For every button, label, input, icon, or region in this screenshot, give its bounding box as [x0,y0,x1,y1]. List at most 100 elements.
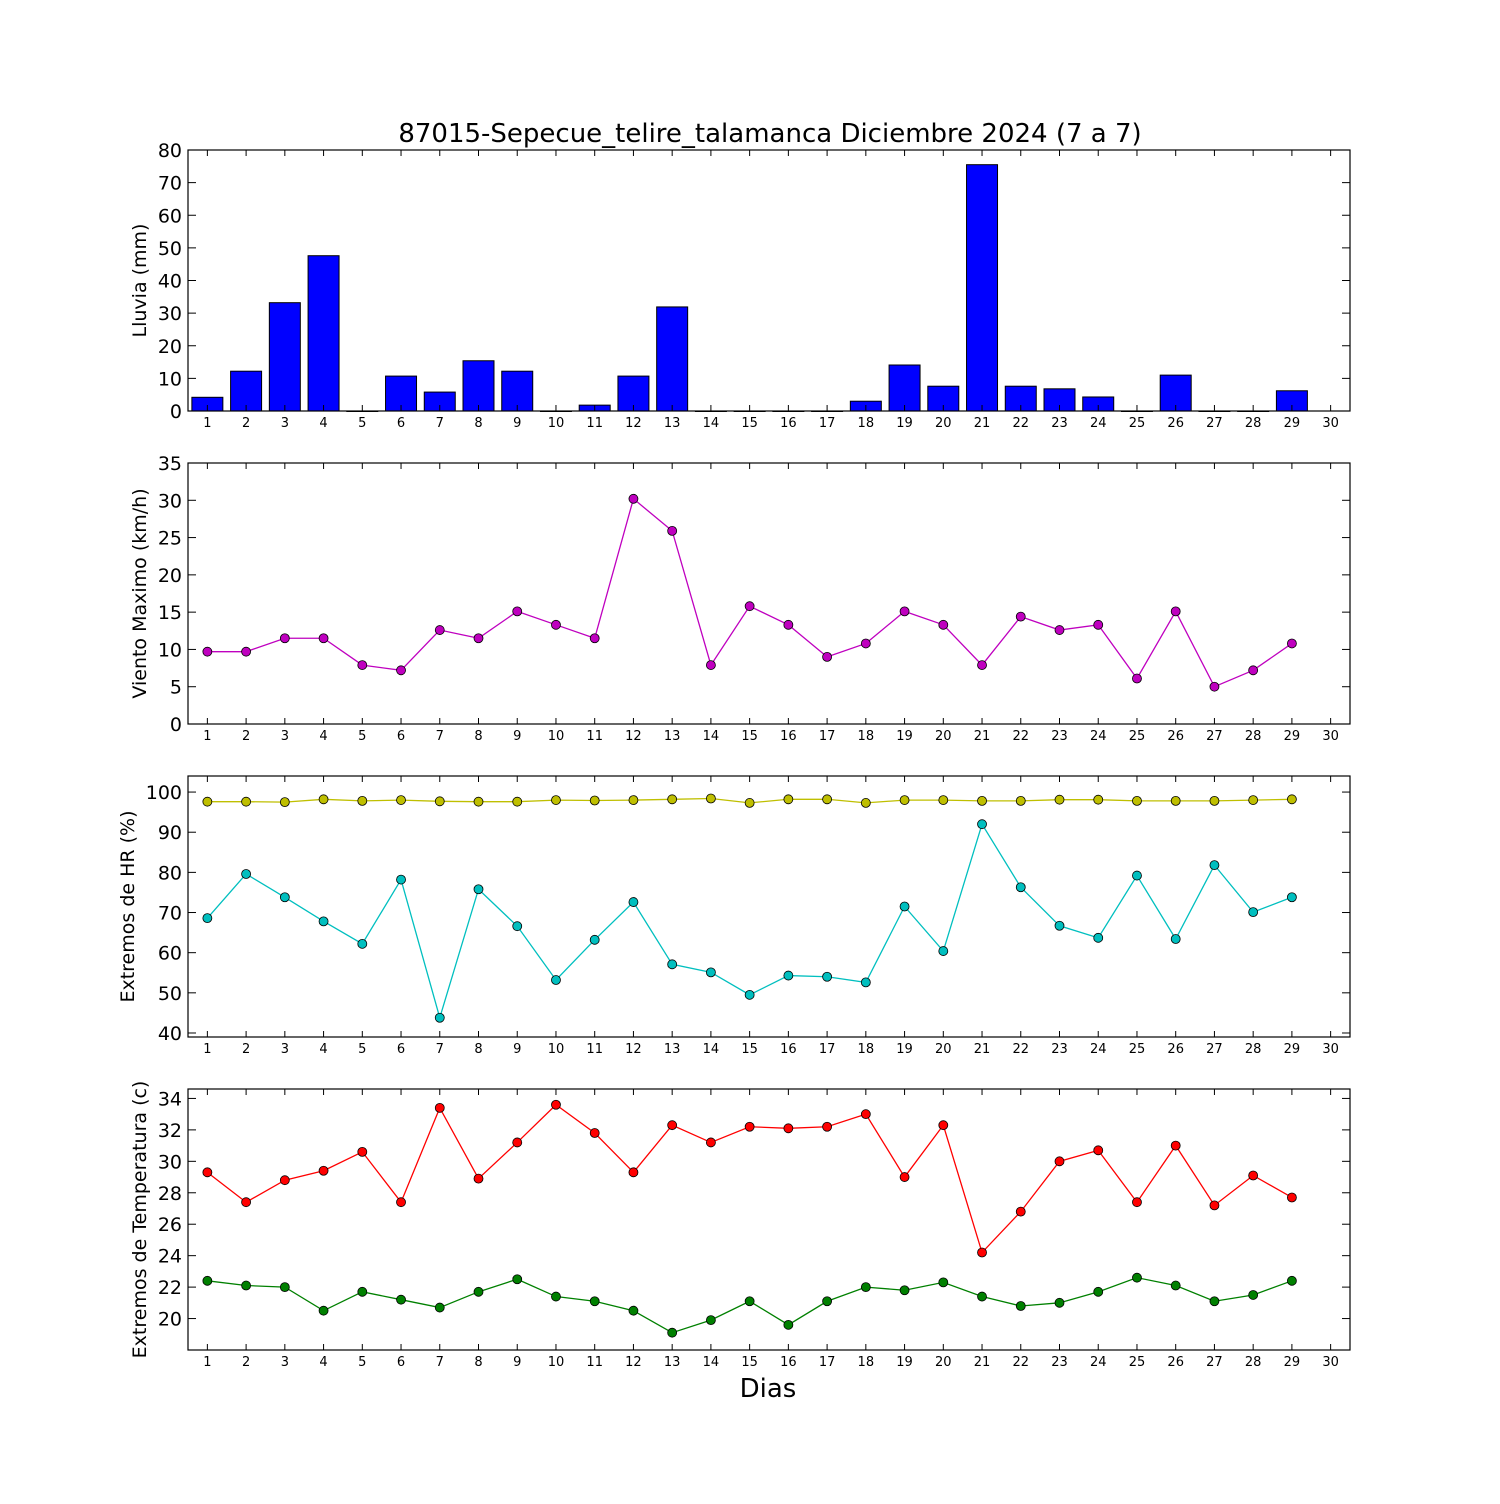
data-point-s1-day-9 [512,796,523,807]
data-point-s2-day-17 [822,1296,832,1307]
x-tick-label: 5 [358,1042,366,1057]
y-tick-label: 20 [158,336,182,358]
data-point-s1-day-22 [1015,795,1026,806]
data-point-s1-day-12 [628,1167,639,1178]
data-point-s2-day-4 [318,916,329,927]
data-point-s1-day-9 [512,606,523,617]
x-tick-label: 10 [548,1355,565,1370]
data-point-s1-day-26 [1170,606,1181,617]
x-tick-label: 7 [436,1042,444,1057]
x-tick-label: 23 [1051,1042,1068,1057]
x-tick-label: 3 [281,416,289,431]
rain-bar-day-13 [656,306,689,412]
x-tick-label: 2 [242,416,250,431]
data-point-s1-day-24 [1093,794,1104,805]
data-point-s2-day-3 [279,892,290,903]
x-tick-label: 13 [664,416,681,431]
data-point-s2-day-26 [1170,934,1181,944]
data-point-s2-day-12 [628,897,639,907]
data-point-s2-day-16 [783,1319,794,1330]
series-line-1 [207,497,1293,688]
x-tick-label: 1 [203,1042,211,1057]
data-point-s2-day-17 [822,971,832,982]
y-axis-label: Extremos de HR (%) [117,810,139,1002]
x-tick-label: 30 [1322,729,1339,744]
data-point-s2-day-15 [744,989,755,1000]
x-tick-label: 6 [397,416,405,431]
y-tick-label: 80 [158,140,182,162]
data-point-s1-day-27 [1209,1200,1220,1211]
x-tick-label: 19 [896,1355,913,1370]
data-point-s1-day-4 [318,1165,329,1176]
x-tick-label: 14 [703,729,720,744]
x-tick-label: 8 [474,1042,482,1057]
data-point-s2-day-25 [1132,870,1142,881]
x-tick-label: 4 [319,416,327,431]
data-point-s1-day-11 [589,1128,600,1138]
data-point-s2-day-28 [1248,907,1259,918]
x-tick-label: 6 [397,729,405,744]
x-tick-label: 27 [1206,1042,1223,1057]
data-point-s2-day-10 [551,1291,561,1302]
data-point-s2-day-8 [473,1286,484,1297]
x-tick-label: 23 [1051,1355,1068,1370]
x-tick-label: 12 [625,1042,642,1057]
data-point-s1-day-3 [279,633,290,644]
x-tick-label: 15 [741,1355,758,1370]
x-tick-label: 1 [203,729,211,744]
x-tick-label: 14 [703,416,720,431]
x-tick-label: 12 [625,416,642,431]
data-point-s1-day-6 [396,795,406,805]
data-point-s2-day-7 [434,1302,445,1313]
data-point-s2-day-14 [706,1315,716,1326]
x-tick-label: 3 [281,1042,289,1057]
data-point-s2-day-22 [1015,1301,1026,1311]
x-tick-label: 23 [1051,729,1068,744]
x-tick-label: 19 [896,416,913,431]
data-point-s1-day-27 [1209,795,1220,806]
data-point-s2-day-5 [357,1286,368,1297]
data-point-s2-day-22 [1015,882,1026,893]
x-tick-label: 4 [319,1355,327,1370]
data-point-s1-day-2 [241,796,252,807]
x-tick-label: 16 [780,416,797,431]
axes-frame [187,462,1351,725]
x-tick-label: 16 [780,729,797,744]
y-tick-label: 0 [170,714,182,736]
x-tick-label: 28 [1245,1355,1262,1370]
data-point-s1-day-11 [589,633,600,644]
data-point-s2-day-10 [551,975,561,985]
data-point-s2-day-25 [1132,1272,1142,1283]
data-point-s1-day-17 [822,794,832,805]
x-tick-label: 11 [586,416,603,431]
x-tick-label: 20 [935,416,952,431]
y-axis-label: Extremos de Temperatura (c) [129,1081,151,1359]
y-tick-label: 22 [158,1277,182,1299]
data-point-s1-day-13 [667,794,678,805]
data-point-s1-day-19 [899,606,910,617]
data-point-s1-day-8 [473,796,484,807]
data-point-s2-day-14 [706,967,716,978]
x-tick-label: 18 [858,1355,875,1370]
data-point-s1-day-20 [938,795,949,805]
data-point-s1-day-17 [822,1121,832,1132]
data-point-s1-day-23 [1054,625,1065,635]
data-point-s2-day-4 [318,1305,329,1316]
rain-bar-day-8 [462,360,495,412]
data-point-s1-day-14 [706,660,716,670]
x-tick-label: 22 [1012,729,1029,744]
data-point-s2-day-21 [977,819,987,830]
y-tick-label: 60 [158,205,182,227]
x-tick-label: 12 [625,1355,642,1370]
y-tick-label: 15 [158,602,182,624]
data-point-s2-day-16 [783,970,794,981]
rain-bar-day-21 [966,164,999,412]
x-tick-label: 30 [1322,1355,1339,1370]
x-tick-label: 8 [474,416,482,431]
x-tick-label: 17 [819,1355,836,1370]
data-point-s1-day-23 [1054,1156,1065,1167]
x-tick-label: 5 [358,416,366,431]
x-tick-label: 27 [1206,1355,1223,1370]
data-point-s1-day-10 [551,1099,561,1110]
x-tick-label: 28 [1245,416,1262,431]
